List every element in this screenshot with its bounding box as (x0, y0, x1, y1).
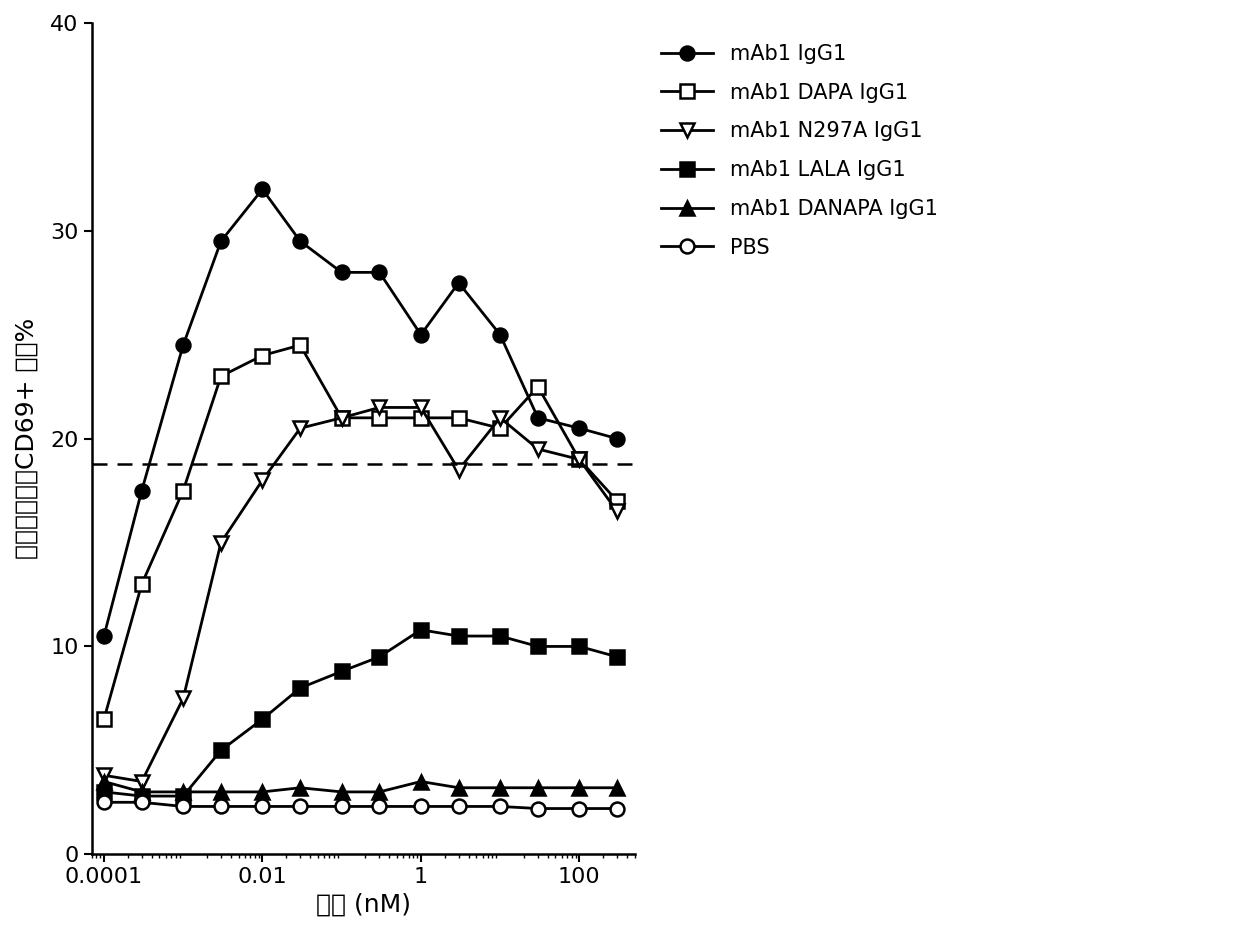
PBS (451, 801, 466, 812)
mAb1 IgG1 (97, 630, 112, 641)
PBS (97, 797, 112, 808)
mAb1 LALA IgG1 (531, 641, 546, 652)
mAb1 IgG1 (293, 236, 308, 247)
X-axis label: 浓度 (nM): 浓度 (nM) (316, 893, 410, 917)
Y-axis label: 总淡巴细胞的CD69+ 细胞%: 总淡巴细胞的CD69+ 细胞% (15, 318, 38, 559)
PBS (293, 801, 308, 812)
PBS (335, 801, 350, 812)
mAb1 IgG1 (335, 267, 350, 278)
mAb1 N297A IgG1 (610, 506, 625, 517)
mAb1 LALA IgG1 (213, 745, 228, 756)
Line: mAb1 IgG1: mAb1 IgG1 (97, 183, 624, 643)
mAb1 DANAPA IgG1 (255, 787, 270, 798)
mAb1 DANAPA IgG1 (413, 776, 428, 788)
mAb1 N297A IgG1 (213, 537, 228, 548)
mAb1 N297A IgG1 (97, 770, 112, 781)
mAb1 DAPA IgG1 (492, 422, 507, 433)
mAb1 DANAPA IgG1 (610, 782, 625, 793)
mAb1 LALA IgG1 (372, 651, 387, 663)
mAb1 DAPA IgG1 (572, 454, 587, 465)
mAb1 N297A IgG1 (372, 402, 387, 413)
mAb1 N297A IgG1 (531, 444, 546, 455)
mAb1 N297A IgG1 (413, 402, 428, 413)
PBS (531, 803, 546, 815)
mAb1 DAPA IgG1 (293, 339, 308, 350)
mAb1 IgG1 (531, 412, 546, 423)
mAb1 DAPA IgG1 (372, 412, 387, 423)
PBS (255, 801, 270, 812)
mAb1 IgG1 (134, 485, 149, 496)
mAb1 IgG1 (372, 267, 387, 278)
mAb1 IgG1 (572, 422, 587, 433)
mAb1 DANAPA IgG1 (451, 782, 466, 793)
mAb1 LALA IgG1 (255, 714, 270, 725)
mAb1 LALA IgG1 (413, 624, 428, 636)
mAb1 DANAPA IgG1 (531, 782, 546, 793)
mAb1 IgG1 (213, 236, 228, 247)
mAb1 N297A IgG1 (335, 412, 350, 423)
mAb1 LALA IgG1 (610, 651, 625, 663)
mAb1 IgG1 (413, 329, 428, 340)
mAb1 IgG1 (176, 339, 191, 350)
mAb1 DAPA IgG1 (176, 485, 191, 496)
mAb1 DAPA IgG1 (413, 412, 428, 423)
mAb1 LALA IgG1 (176, 790, 191, 802)
mAb1 DANAPA IgG1 (492, 782, 507, 793)
mAb1 DAPA IgG1 (97, 714, 112, 725)
Legend: mAb1 IgG1, mAb1 DAPA IgG1, mAb1 N297A IgG1, mAb1 LALA IgG1, mAb1 DANAPA IgG1, PB: mAb1 IgG1, mAb1 DAPA IgG1, mAb1 N297A Ig… (651, 34, 949, 268)
mAb1 N297A IgG1 (176, 692, 191, 704)
mAb1 IgG1 (492, 329, 507, 340)
mAb1 N297A IgG1 (255, 474, 270, 486)
mAb1 DAPA IgG1 (335, 412, 350, 423)
mAb1 IgG1 (255, 184, 270, 195)
mAb1 N297A IgG1 (572, 454, 587, 465)
mAb1 DANAPA IgG1 (572, 782, 587, 793)
Line: mAb1 LALA IgG1: mAb1 LALA IgG1 (97, 623, 624, 803)
mAb1 DANAPA IgG1 (176, 787, 191, 798)
mAb1 DANAPA IgG1 (213, 787, 228, 798)
mAb1 IgG1 (451, 277, 466, 288)
mAb1 LALA IgG1 (293, 682, 308, 693)
mAb1 LALA IgG1 (134, 790, 149, 802)
mAb1 DAPA IgG1 (610, 496, 625, 507)
Line: mAb1 DAPA IgG1: mAb1 DAPA IgG1 (97, 338, 624, 726)
mAb1 DANAPA IgG1 (134, 787, 149, 798)
mAb1 IgG1 (610, 433, 625, 445)
Line: mAb1 N297A IgG1: mAb1 N297A IgG1 (97, 401, 624, 788)
mAb1 LALA IgG1 (492, 630, 507, 641)
PBS (413, 801, 428, 812)
mAb1 N297A IgG1 (134, 776, 149, 788)
Line: PBS: PBS (97, 795, 624, 816)
mAb1 N297A IgG1 (293, 422, 308, 433)
Line: mAb1 DANAPA IgG1: mAb1 DANAPA IgG1 (97, 774, 624, 799)
PBS (492, 801, 507, 812)
PBS (213, 801, 228, 812)
mAb1 LALA IgG1 (451, 630, 466, 641)
PBS (572, 803, 587, 815)
PBS (372, 801, 387, 812)
PBS (176, 801, 191, 812)
mAb1 DAPA IgG1 (451, 412, 466, 423)
mAb1 DANAPA IgG1 (97, 776, 112, 788)
mAb1 DAPA IgG1 (255, 350, 270, 361)
PBS (610, 803, 625, 815)
mAb1 DAPA IgG1 (134, 579, 149, 590)
PBS (134, 797, 149, 808)
mAb1 DAPA IgG1 (213, 371, 228, 382)
mAb1 DANAPA IgG1 (372, 787, 387, 798)
mAb1 N297A IgG1 (492, 412, 507, 423)
mAb1 LALA IgG1 (572, 641, 587, 652)
mAb1 DANAPA IgG1 (335, 787, 350, 798)
mAb1 DANAPA IgG1 (293, 782, 308, 793)
mAb1 N297A IgG1 (451, 464, 466, 475)
mAb1 LALA IgG1 (97, 787, 112, 798)
mAb1 LALA IgG1 (335, 665, 350, 677)
mAb1 DAPA IgG1 (531, 381, 546, 392)
